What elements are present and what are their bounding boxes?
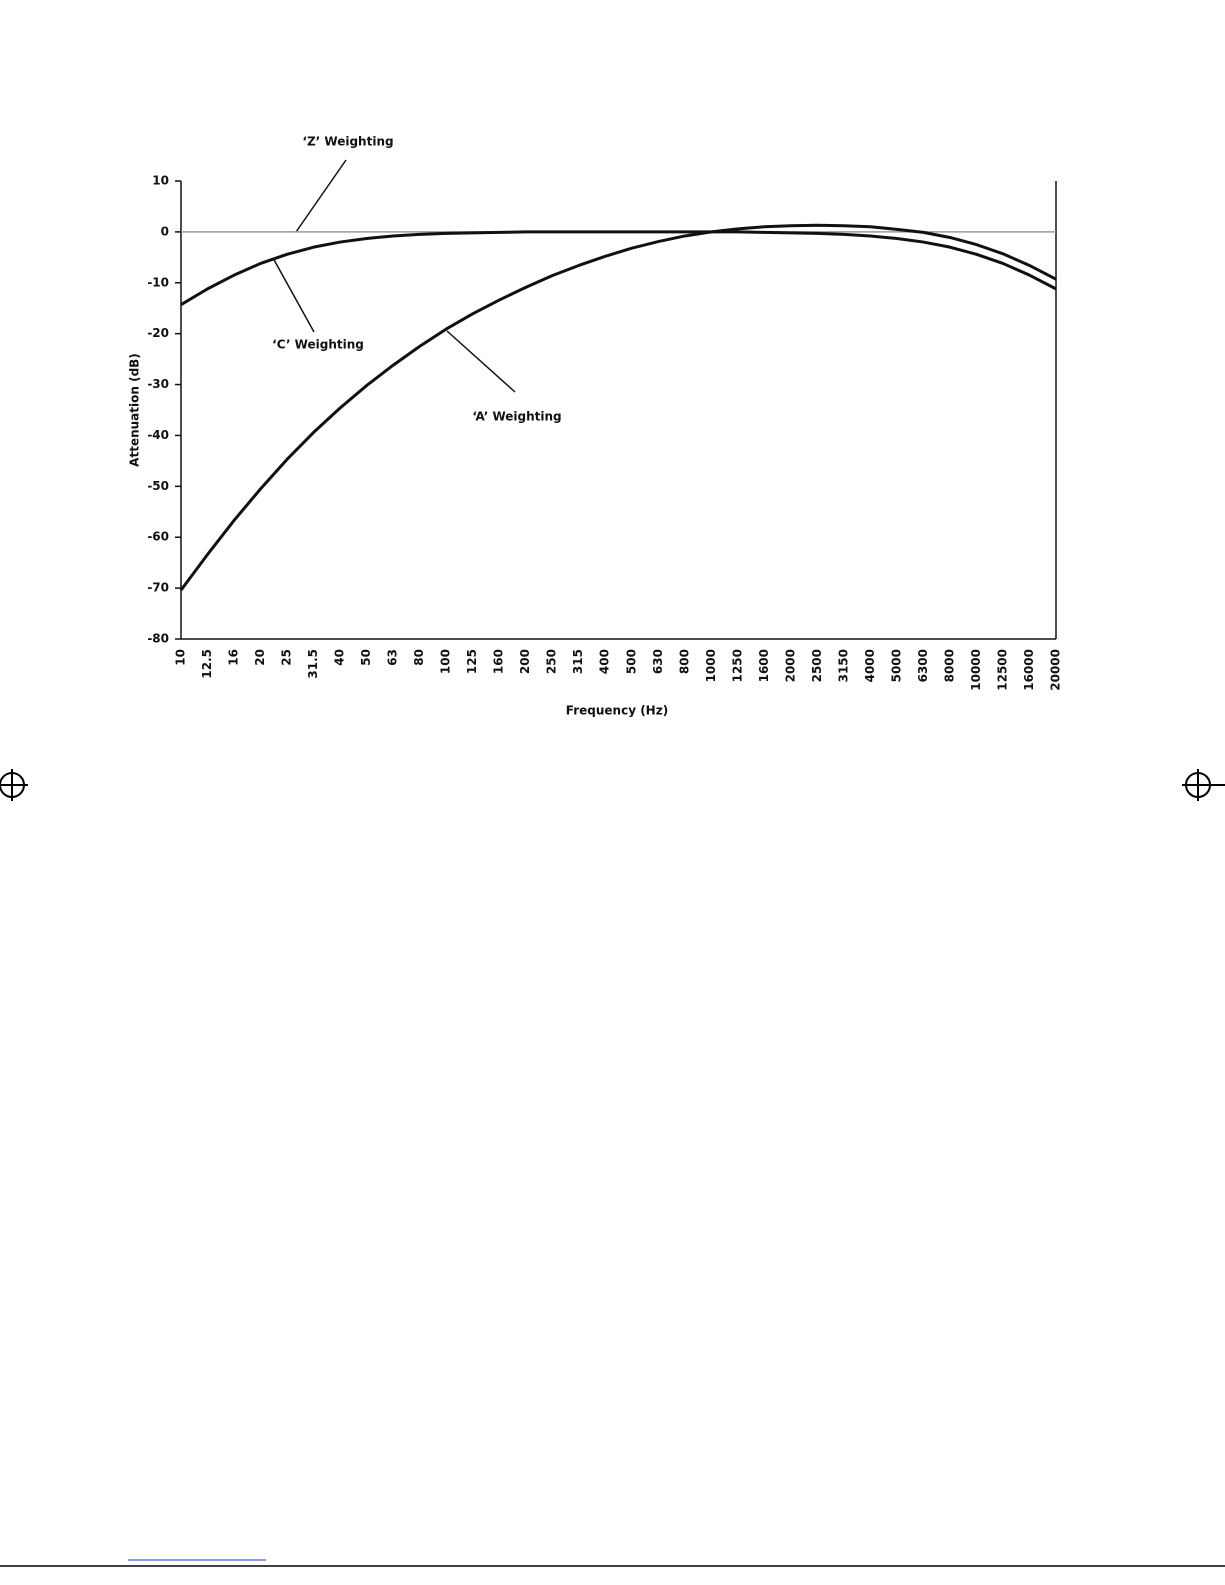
x-tick-label: 10 xyxy=(174,649,188,666)
y-tick-label: -80 xyxy=(147,632,169,646)
y-tick-label: 10 xyxy=(152,174,169,188)
x-tick-label: 12.5 xyxy=(200,649,214,679)
x-tick-label: 1250 xyxy=(730,649,744,682)
x-tick-label: 100 xyxy=(439,649,453,674)
x-tick-label: 8000 xyxy=(942,649,956,682)
y-tick-label: -30 xyxy=(147,377,169,391)
y-tick-label: -10 xyxy=(147,275,169,289)
y-tick-label: -20 xyxy=(147,326,169,340)
y-axis-label: Attenuation (dB) xyxy=(128,353,142,467)
x-tick-label: 80 xyxy=(412,649,426,666)
x-tick-label: 63 xyxy=(386,649,400,666)
y-tick-label: -60 xyxy=(147,530,169,544)
y-tick-label: 0 xyxy=(161,224,169,238)
x-tick-label: 160 xyxy=(492,649,506,674)
x-tick-label: 125 xyxy=(465,649,479,674)
x-tick-label: 31.5 xyxy=(306,649,320,679)
annotation: ‘C’ Weighting xyxy=(272,338,364,352)
annotation: ‘Z’ Weighting xyxy=(302,135,393,149)
y-tick-label: -50 xyxy=(147,479,169,493)
y-tick-label: -70 xyxy=(147,581,169,595)
y-tick-label: -40 xyxy=(147,428,169,442)
x-tick-label: 630 xyxy=(651,649,665,674)
x-tick-label: 50 xyxy=(359,649,373,666)
x-tick-label: 250 xyxy=(545,649,559,674)
x-tick-label: 200 xyxy=(518,649,532,674)
x-tick-label: 500 xyxy=(624,649,638,674)
leader-lines xyxy=(272,159,516,393)
x-tick-label: 400 xyxy=(598,649,612,674)
x-tick-label: 20000 xyxy=(1049,649,1063,691)
x-tick-label: 1000 xyxy=(704,649,718,682)
x-tick-label: 4000 xyxy=(863,649,877,682)
x-tick-label: 12500 xyxy=(995,649,1009,691)
x-tick-label: 16000 xyxy=(1022,649,1036,691)
x-tick-label: 20 xyxy=(253,649,267,666)
x-tick-label: 25 xyxy=(280,649,294,666)
x-tick-label: 3150 xyxy=(836,649,850,682)
x-tick-label: 2000 xyxy=(783,649,797,682)
x-tick-label: 10000 xyxy=(969,649,983,691)
x-tick-label: 6300 xyxy=(916,649,930,682)
x-tick-label: 315 xyxy=(571,649,585,674)
x-tick-label: 40 xyxy=(333,649,347,666)
x-tick-label: 16 xyxy=(227,649,241,666)
annotation: ‘A’ Weighting xyxy=(472,410,561,424)
registration-marks xyxy=(0,769,1225,801)
x-tick-label: 2500 xyxy=(810,649,824,682)
x-tick-label: 1600 xyxy=(757,649,771,682)
series-line xyxy=(179,223,1057,592)
x-tick-label: 5000 xyxy=(889,649,903,682)
series-line xyxy=(180,230,1057,306)
x-axis-label: Frequency (Hz) xyxy=(566,704,668,718)
x-tick-label: 800 xyxy=(677,649,691,674)
